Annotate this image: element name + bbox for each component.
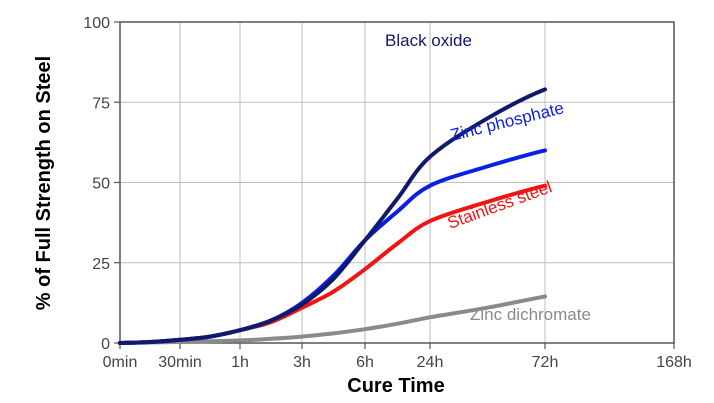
series-line-black-oxide [118,87,547,345]
y-tick-label: 0 [101,336,110,353]
x-tick-label: 168h [656,354,692,371]
y-tick-label: 25 [92,256,110,273]
x-tick-label: 24h [417,354,444,371]
y-tick-label: 75 [92,95,110,112]
x-axis-ticks: 0min 30min 1h 3h 6h 24h 72h 168h [103,343,692,371]
y-axis-ticks: 0 25 50 75 100 [83,15,120,353]
y-axis-title: % of Full Strength on Steel [33,56,55,310]
grid-lines [120,21,674,344]
x-tick-label: 6h [356,354,374,371]
y-tick-label: 50 [92,176,110,193]
x-axis-title: Cure Time [347,375,444,397]
x-tick-label: 72h [532,354,559,371]
x-tick-label: 3h [293,354,311,371]
series-label-zinc-dichromate: Zinc dichromate [470,305,591,324]
series-line-zinc-dichromate [118,294,547,345]
series-label-black-oxide: Black oxide [385,31,472,50]
x-tick-label: 0min [103,354,138,371]
y-tick-label: 100 [83,15,110,32]
series-lines [118,87,547,345]
x-tick-label: 1h [231,354,249,371]
x-tick-label: 30min [158,354,202,371]
